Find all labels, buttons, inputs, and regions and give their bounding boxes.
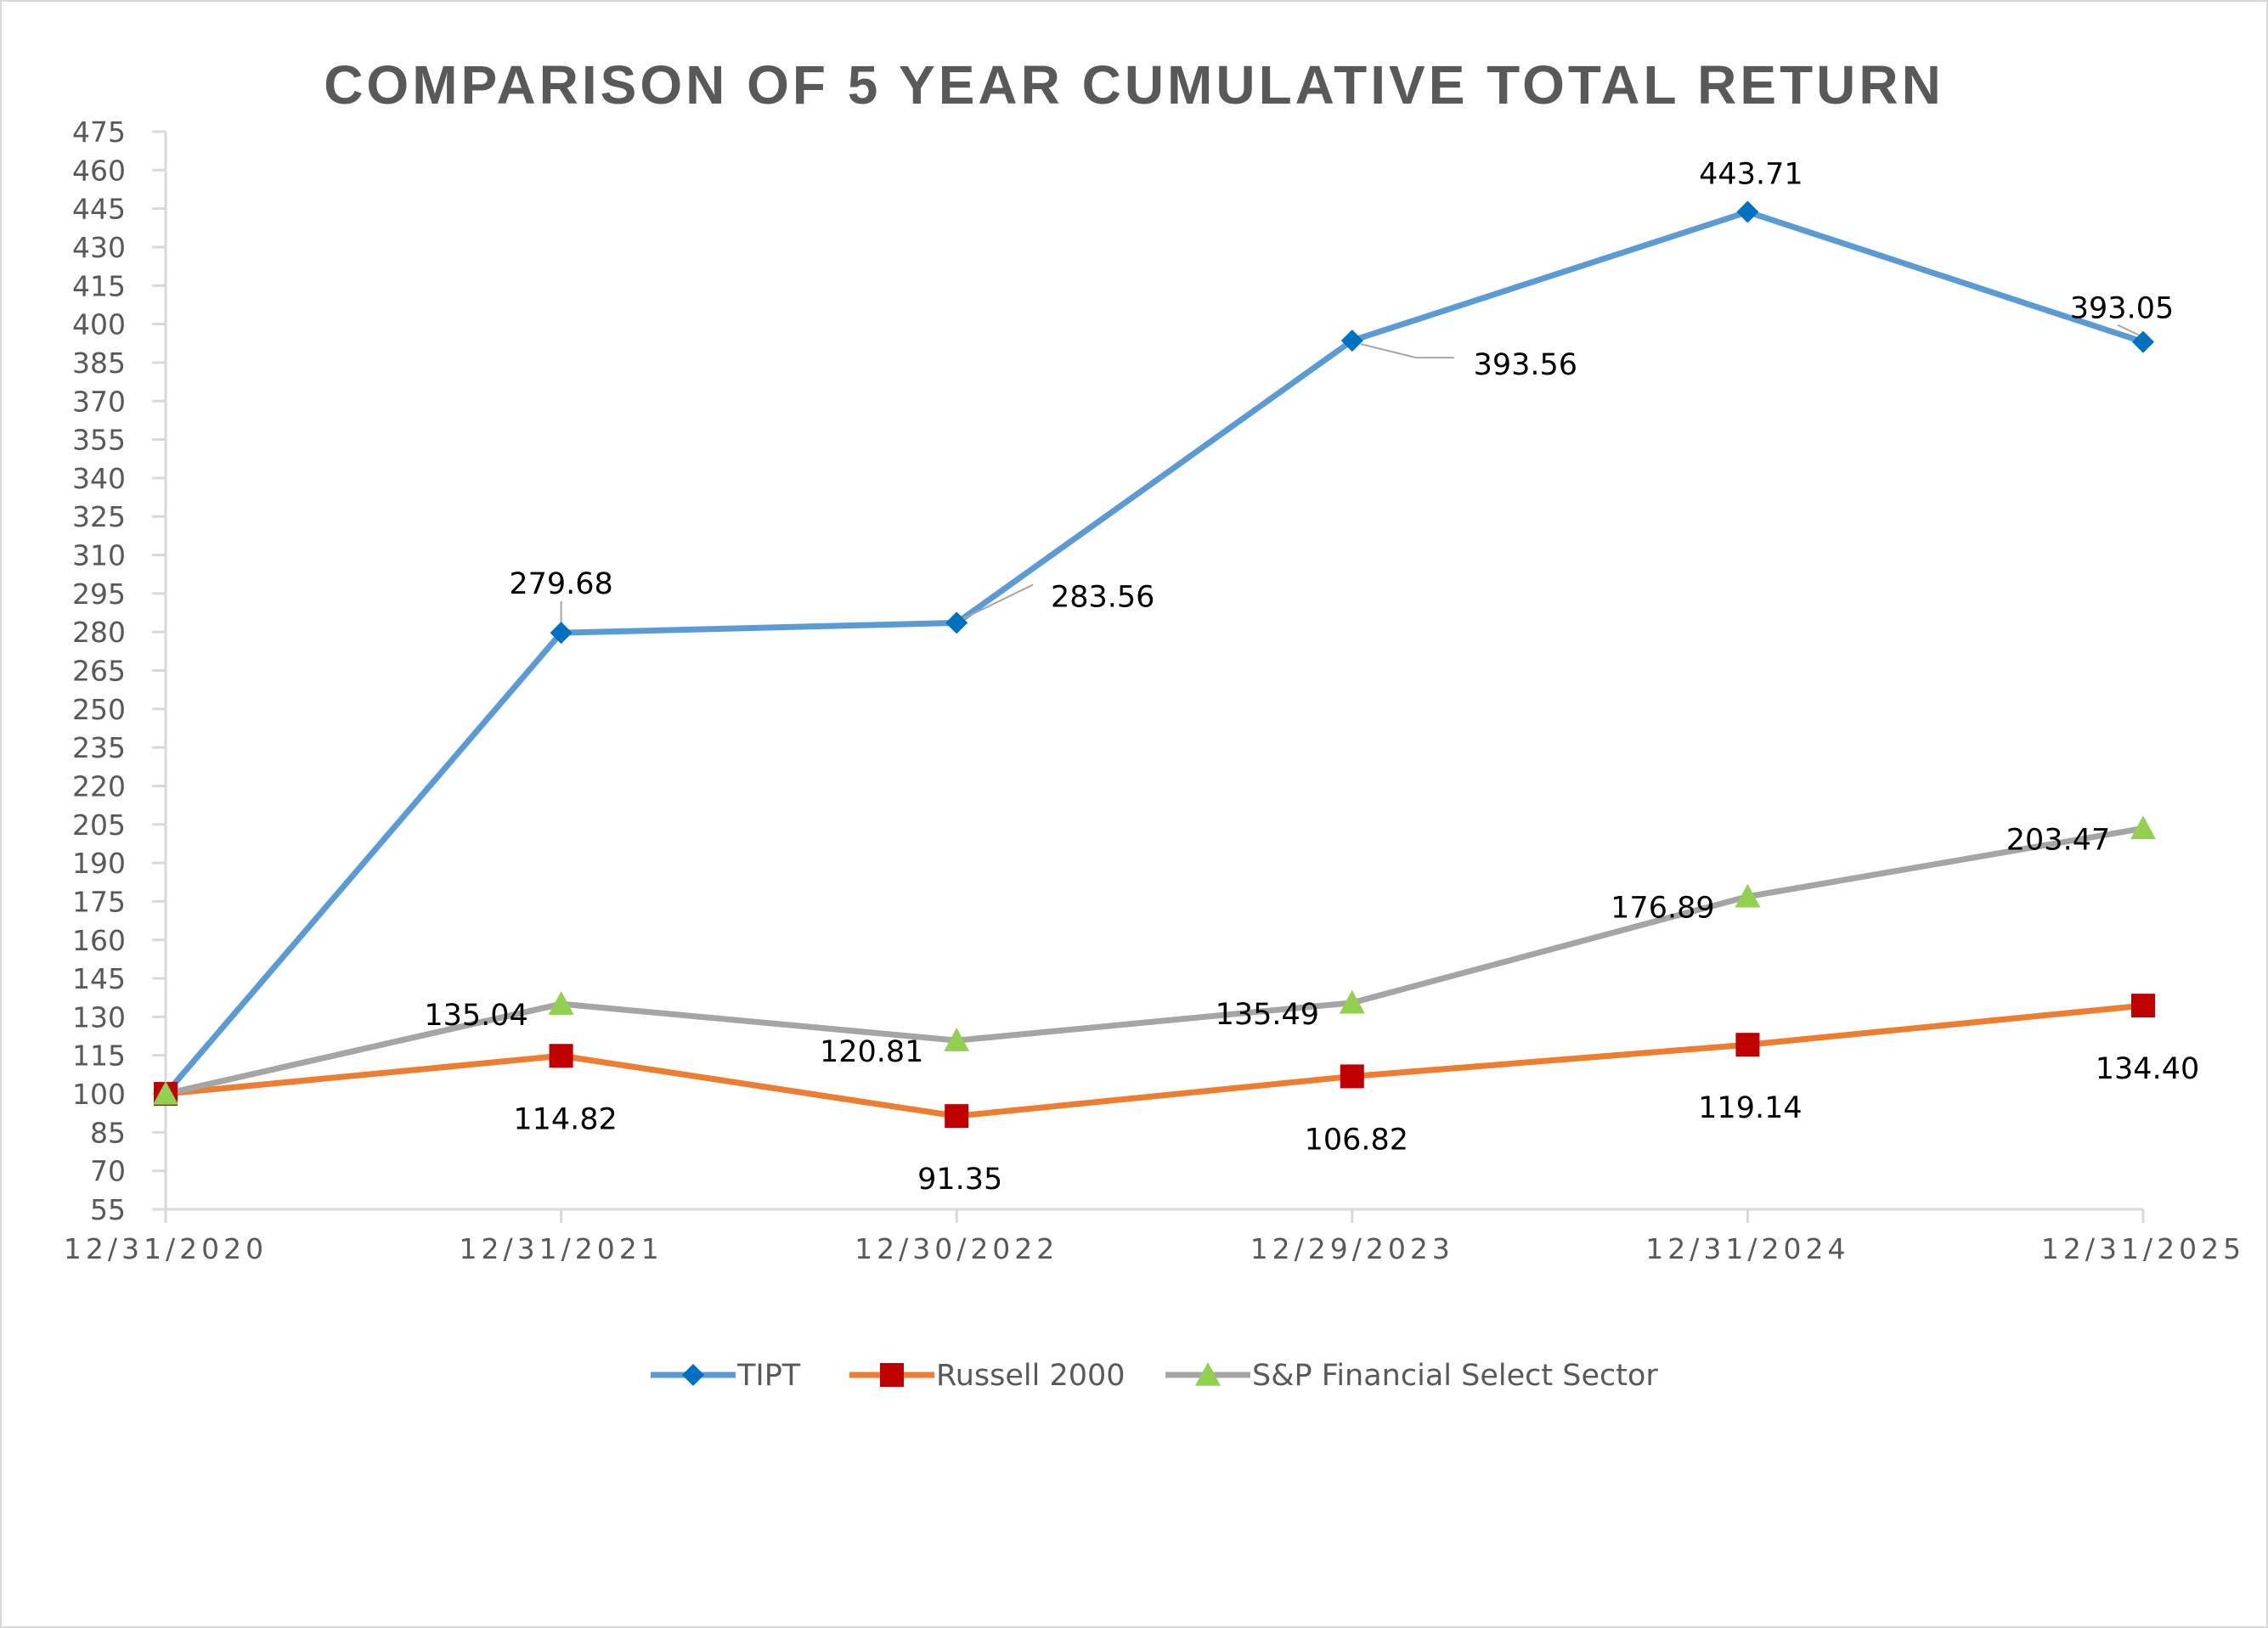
y-tick-label: 250 [72,693,126,726]
y-tick-label: 85 [90,1116,126,1149]
triangle-marker [548,991,574,1015]
y-tick-label: 415 [72,269,126,302]
triangle-marker [1735,883,1761,908]
data-label: 134.40 [2096,1052,2199,1086]
square-marker [945,1104,969,1129]
y-tick-label: 400 [72,308,126,341]
y-tick-label: 340 [72,462,126,495]
leader-lines [560,324,2140,625]
diamond-marker [2132,330,2154,353]
triangle-marker [153,1081,178,1105]
y-tick-label: 145 [72,962,126,995]
y-tick-label: 205 [72,808,126,842]
y-tick-label: 370 [72,385,126,418]
y-tick-label: 175 [72,885,126,918]
triangle-marker [1339,989,1365,1014]
y-tick-label: 295 [72,577,126,611]
series-line-russell-2000 [162,1002,2147,1119]
data-label: 393.56 [1474,348,1577,382]
legend-item-s-p-financial-select-sector[interactable]: S&P Financial Select Sector [1165,1359,1658,1393]
x-tick-label: 12/31/2025 [2041,1232,2245,1265]
y-tick-label: 100 [72,1078,126,1111]
square-marker [2131,994,2155,1018]
square-marker [549,1044,573,1068]
legend-label: S&P Financial Select Sector [1252,1359,1658,1393]
y-tick-label: 445 [72,193,126,226]
chart-title: COMPARISON OF 5 YEAR CUMULATIVE TOTAL RE… [324,54,1944,115]
data-labels: 279.68 283.56 393.56 443.71 393.05 114.82 91.3… [424,158,2199,1197]
legend-label: TIPT [736,1359,801,1393]
series-markers [153,200,2156,1129]
data-label: 106.82 [1305,1123,1408,1157]
square-marker [1735,1033,1760,1057]
leader-line [2117,324,2140,336]
y-tick-label: 475 [72,115,126,149]
diamond-marker [945,611,968,634]
series-lines [162,209,2147,1119]
y-tick-label: 265 [72,655,126,688]
x-tick-label: 12/30/2022 [855,1232,1058,1265]
y-tick-label: 430 [72,231,126,264]
diamond-marker [682,1364,704,1386]
legend-item-tipt[interactable]: TIPT [651,1359,801,1393]
y-tick-label: 310 [72,539,126,572]
data-label: 393.05 [2070,292,2174,326]
square-marker [880,1363,904,1387]
data-label: 176.89 [1611,892,1714,926]
y-tick-label: 70 [90,1155,126,1188]
x-tick-label: 12/31/2021 [459,1232,663,1265]
x-tick-label: 12/29/2023 [1250,1232,1454,1265]
data-label: 443.71 [1699,158,1803,192]
leader-line [962,583,1034,620]
y-tick-label: 130 [72,1000,126,1034]
legend-item-russell-2000[interactable]: Russell 2000 [849,1359,1126,1393]
x-tick-label: 12/31/2020 [64,1232,268,1265]
y-tick-label: 220 [72,769,126,803]
y-tick-label: 355 [72,424,126,457]
leader-line [1360,343,1454,359]
y-tick-label: 190 [72,847,126,880]
diamond-marker [1340,330,1363,352]
y-tick-label: 460 [72,154,126,187]
data-label: 114.82 [513,1102,617,1136]
diamond-marker [1736,200,1759,223]
x-tick-label: 12/31/2024 [1645,1232,1849,1265]
data-label: 120.81 [820,1035,923,1069]
data-label: 203.47 [2006,823,2110,857]
data-label: 135.04 [424,999,528,1033]
legend[interactable]: TIPT Russell 2000 S&P Financial Select Sec… [651,1359,1658,1393]
triangle-marker [944,1028,970,1051]
y-tick-label: 115 [72,1039,126,1073]
data-label: 279.68 [509,567,612,601]
diamond-marker [550,622,573,645]
series-line-s-p-financial-select-sector [162,825,2147,1097]
square-marker [1340,1064,1364,1089]
y-tick-label: 325 [72,500,126,533]
triangle-marker [1195,1362,1221,1386]
y-tick-label: 55 [90,1193,126,1226]
data-label: 91.35 [917,1163,1002,1197]
axes: 475 460 445 430 415 400 385 370 355 340 325 310 295 2… [64,115,2245,1265]
legend-label: Russell 2000 [936,1359,1126,1393]
data-label: 283.56 [1051,580,1154,614]
y-tick-label: 235 [72,731,126,764]
y-tick-label: 160 [72,924,126,957]
triangle-marker [2130,815,2156,840]
data-label: 119.14 [1698,1091,1802,1125]
y-tick-label: 280 [72,616,126,649]
series-line-tipt [162,209,2147,1097]
data-label: 135.49 [1216,998,1319,1032]
y-tick-label: 385 [72,346,126,380]
